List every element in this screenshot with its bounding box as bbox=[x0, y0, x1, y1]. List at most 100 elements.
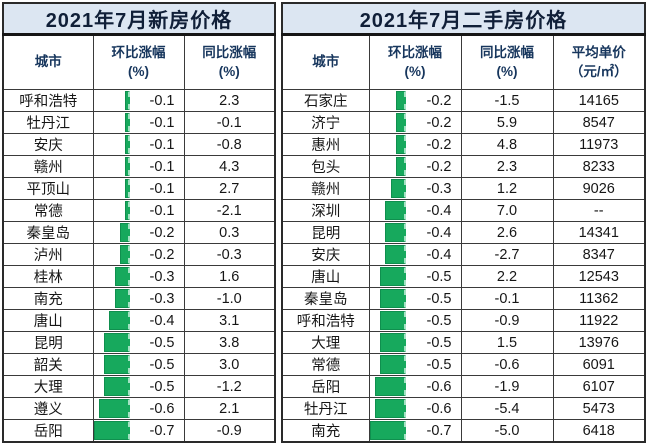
data-bar-zone bbox=[94, 311, 130, 330]
city-cell: 呼和浩特 bbox=[281, 309, 370, 332]
table-row: 平顶山 -0.1 2.7 bbox=[2, 177, 276, 200]
data-bar-zone bbox=[370, 179, 406, 198]
col-header-mom-unit: (%) bbox=[404, 63, 426, 79]
city-cell: 大理 bbox=[2, 375, 94, 398]
mom-cell: -0.4 bbox=[368, 243, 462, 266]
col-header-yoy-unit: (%) bbox=[218, 63, 240, 79]
data-bar-zone bbox=[370, 91, 406, 110]
yoy-cell: 7.0 bbox=[460, 199, 554, 222]
mom-value: -0.2 bbox=[149, 246, 175, 263]
data-bar-zone bbox=[94, 333, 130, 352]
mom-data-bar bbox=[98, 399, 130, 418]
yoy-cell: -1.5 bbox=[460, 89, 554, 112]
data-bar-zone bbox=[94, 289, 130, 308]
mom-data-bar bbox=[384, 223, 406, 242]
col-header-avg-price-unit: （元/㎡） bbox=[569, 63, 628, 79]
mom-value: -0.4 bbox=[426, 246, 452, 263]
city-cell: 牡丹江 bbox=[2, 111, 94, 134]
city-cell: 岳阳 bbox=[2, 419, 94, 443]
data-bar-zone bbox=[94, 399, 130, 418]
mom-cell: -0.5 bbox=[368, 309, 462, 332]
mom-cell: -0.3 bbox=[92, 265, 185, 288]
col-header-mom-unit: (%) bbox=[128, 63, 149, 79]
col-header-city: 城市 bbox=[281, 34, 370, 90]
city-cell: 南充 bbox=[281, 419, 370, 443]
city-cell: 秦皇岛 bbox=[281, 287, 370, 310]
city-cell: 呼和浩特 bbox=[2, 89, 94, 112]
yoy-cell: 2.1 bbox=[183, 397, 276, 420]
city-cell: 南充 bbox=[2, 287, 94, 310]
yoy-cell: -1.9 bbox=[460, 375, 554, 398]
price-cell: -- bbox=[552, 199, 646, 222]
yoy-cell: -0.6 bbox=[460, 353, 554, 376]
mom-data-bar bbox=[395, 135, 406, 154]
mom-value: -0.7 bbox=[426, 422, 452, 439]
yoy-cell: -1.0 bbox=[183, 287, 276, 310]
mom-value: -0.1 bbox=[149, 136, 175, 153]
mom-value: -0.5 bbox=[426, 312, 452, 329]
yoy-cell: 2.7 bbox=[183, 177, 276, 200]
mom-cell: -0.5 bbox=[368, 331, 462, 354]
mom-data-bar bbox=[124, 135, 130, 154]
secondhand-table-title: 2021年7月二手房价格 bbox=[281, 2, 646, 36]
mom-cell: -0.5 bbox=[368, 353, 462, 376]
mom-data-bar bbox=[103, 377, 130, 396]
price-cell: 14165 bbox=[552, 89, 646, 112]
table-row: 岳阳 -0.6 -1.9 6107 bbox=[281, 375, 646, 398]
city-cell: 昆明 bbox=[281, 221, 370, 244]
city-cell: 遵义 bbox=[2, 397, 94, 420]
col-header-avg-price: 平均单价 （元/㎡） bbox=[552, 34, 646, 90]
price-cell: 12543 bbox=[552, 265, 646, 288]
yoy-cell: 1.2 bbox=[460, 177, 554, 200]
table-row: 安庆 -0.1 -0.8 bbox=[2, 133, 276, 156]
mom-data-bar bbox=[370, 421, 406, 440]
col-header-mom: 环比涨幅 (%) bbox=[368, 34, 462, 90]
table-row: 牡丹江 -0.6 -5.4 5473 bbox=[281, 397, 646, 420]
column-header-row: 城市 环比涨幅 (%) 同比涨幅 (%) 平均单价 （元/㎡） bbox=[281, 34, 646, 90]
city-cell: 赣州 bbox=[2, 155, 94, 178]
mom-data-bar bbox=[395, 157, 406, 176]
title-row: 2021年7月二手房价格 bbox=[281, 2, 646, 36]
table-row: 岳阳 -0.7 -0.9 bbox=[2, 419, 276, 443]
table-row: 大理 -0.5 1.5 13976 bbox=[281, 331, 646, 354]
yoy-cell: -5.4 bbox=[460, 397, 554, 420]
mom-data-bar bbox=[124, 91, 130, 110]
city-cell: 安庆 bbox=[2, 133, 94, 156]
mom-cell: -0.2 bbox=[92, 243, 185, 266]
data-bar-zone bbox=[94, 421, 130, 440]
data-bar-zone bbox=[94, 223, 130, 242]
mom-value: -0.2 bbox=[426, 136, 452, 153]
data-bar-zone bbox=[94, 179, 130, 198]
mom-data-bar bbox=[94, 421, 130, 440]
mom-data-bar bbox=[114, 267, 130, 286]
mom-cell: -0.2 bbox=[92, 221, 185, 244]
mom-value: -0.3 bbox=[426, 180, 452, 197]
data-bar-zone bbox=[94, 245, 130, 264]
yoy-cell: 2.2 bbox=[460, 265, 554, 288]
table-row: 济宁 -0.2 5.9 8547 bbox=[281, 111, 646, 134]
yoy-cell: 0.3 bbox=[183, 221, 276, 244]
mom-value: -0.5 bbox=[426, 290, 452, 307]
mom-value: -0.5 bbox=[426, 268, 452, 285]
mom-cell: -0.3 bbox=[92, 287, 185, 310]
new-house-price-table: 2021年7月新房价格 城市 环比涨幅 (%) 同比涨幅 (%) 呼和浩特 -0.… bbox=[2, 2, 276, 443]
mom-value: -0.7 bbox=[149, 422, 175, 439]
yoy-cell: 2.3 bbox=[183, 89, 276, 112]
mom-value: -0.1 bbox=[149, 92, 175, 109]
yoy-cell: -2.7 bbox=[460, 243, 554, 266]
mom-value: -0.1 bbox=[149, 180, 175, 197]
mom-cell: -0.5 bbox=[92, 331, 185, 354]
mom-cell: -0.7 bbox=[368, 419, 462, 443]
mom-data-bar bbox=[374, 377, 406, 396]
col-header-city-label: 城市 bbox=[34, 54, 62, 70]
city-cell: 牡丹江 bbox=[281, 397, 370, 420]
table-row: 遵义 -0.6 2.1 bbox=[2, 397, 276, 420]
mom-cell: -0.2 bbox=[368, 89, 462, 112]
city-cell: 平顶山 bbox=[2, 177, 94, 200]
data-bar-zone bbox=[370, 311, 406, 330]
city-cell: 济宁 bbox=[281, 111, 370, 134]
data-bar-zone bbox=[370, 399, 406, 418]
mom-cell: -0.4 bbox=[368, 199, 462, 222]
city-cell: 赣州 bbox=[281, 177, 370, 200]
